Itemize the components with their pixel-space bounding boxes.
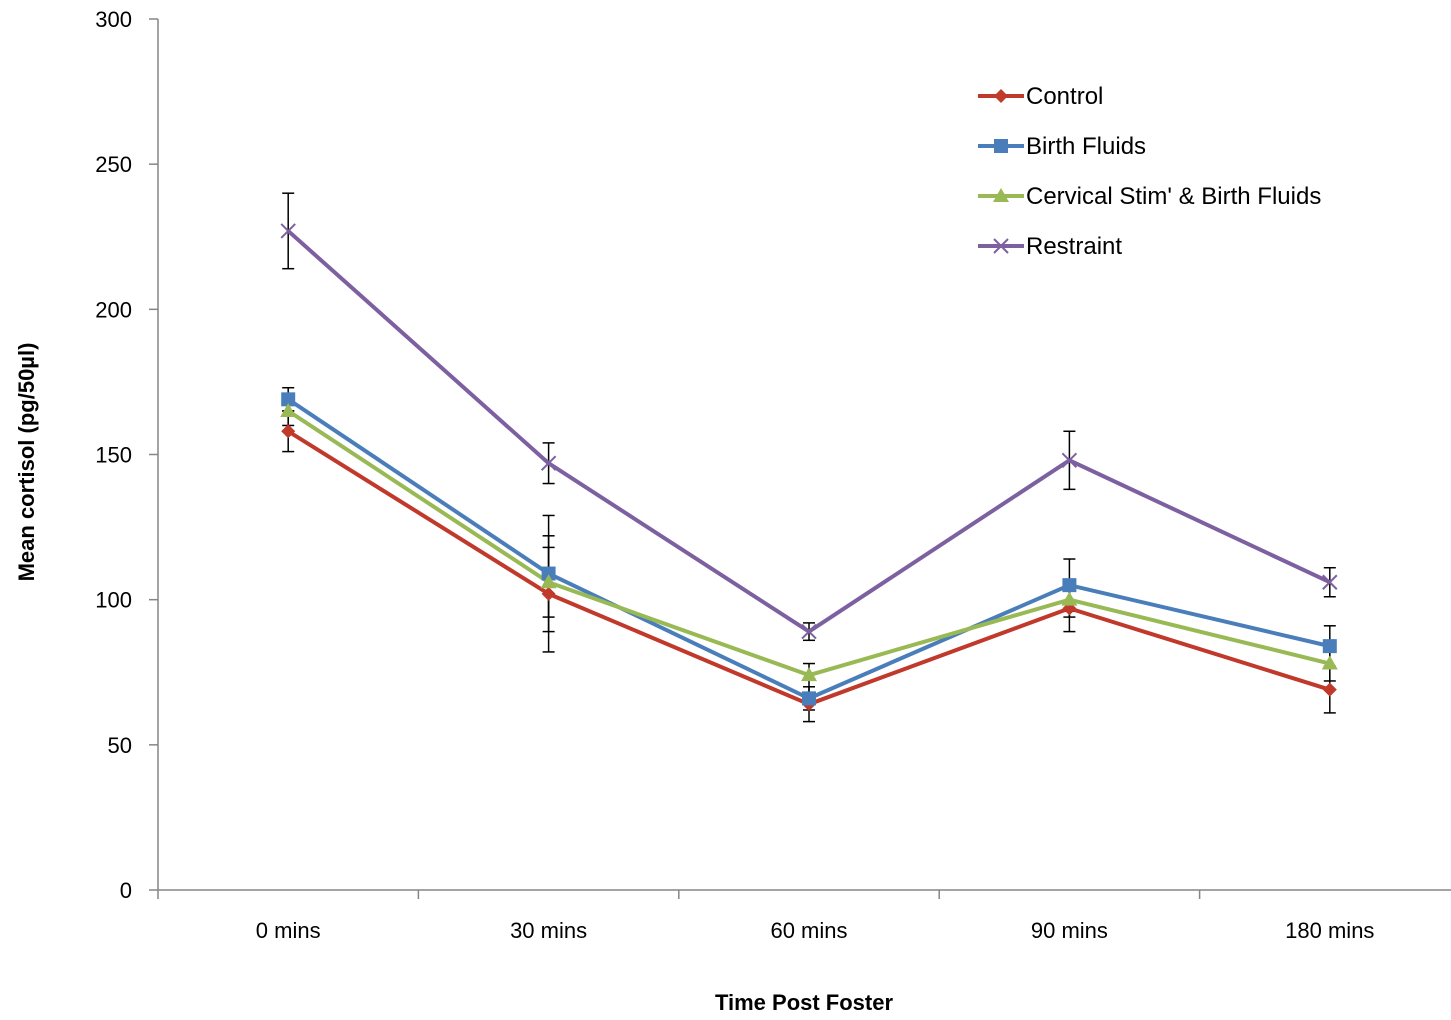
legend-item: Birth Fluids <box>978 133 1146 160</box>
x-marker-stroke <box>280 223 296 239</box>
x-tick-label: 30 mins <box>510 918 587 943</box>
square-marker <box>994 139 1008 153</box>
y-tick-label: 300 <box>95 7 132 32</box>
square-marker <box>1062 578 1077 593</box>
legend-label: Restraint <box>1026 233 1122 260</box>
y-tick-label: 200 <box>95 297 132 322</box>
x-marker <box>1061 452 1078 469</box>
legend-item: Control <box>978 83 1103 110</box>
axes <box>149 18 1451 899</box>
x-marker-stroke <box>540 455 557 471</box>
legend: Control Birth Fluids Cervical Stim' & Birt… <box>978 83 1321 260</box>
diamond-marker <box>994 89 1008 103</box>
x-marker-stroke <box>993 238 1009 254</box>
legend-item: Cervical Stim' & Birth Fluids <box>978 183 1321 210</box>
y-tick-label: 100 <box>95 588 132 613</box>
series-lines <box>286 229 1331 707</box>
triangle-marker <box>280 402 297 417</box>
triangle-marker <box>801 667 817 682</box>
series-markers <box>280 223 1338 712</box>
legend-label: Cervical Stim' & Birth Fluids <box>1026 183 1321 210</box>
x-marker <box>801 623 817 640</box>
y-axis-title: Mean cortisol (pg/50µl) <box>14 343 39 582</box>
y-tick-label: 150 <box>95 443 132 468</box>
square-marker <box>1322 639 1337 654</box>
x-tick-labels: 0 mins 30 mins 60 mins 90 mins 180 mins <box>256 918 1375 943</box>
square-marker <box>281 392 296 407</box>
x-marker <box>1322 574 1338 590</box>
legend-item: Restraint <box>978 233 1122 260</box>
triangle-marker <box>1321 655 1338 670</box>
x-tick-label: 180 mins <box>1285 918 1374 943</box>
x-tick-label: 60 mins <box>770 918 847 943</box>
legend-label: Birth Fluids <box>1026 133 1146 160</box>
x-tick-label: 90 mins <box>1031 918 1108 943</box>
triangle-marker <box>993 188 1009 202</box>
x-marker <box>540 455 557 471</box>
x-marker-stroke <box>801 623 817 640</box>
triangle-marker <box>540 574 557 589</box>
series-line <box>287 397 1331 701</box>
y-tick-label: 250 <box>95 152 132 177</box>
diamond-marker <box>1322 682 1337 697</box>
x-marker <box>280 223 296 239</box>
y-tick-labels: 0 50 100 150 200 250 300 <box>95 7 132 903</box>
x-axis-title: Time Post Foster <box>715 990 894 1015</box>
x-tick-label: 0 mins <box>256 918 321 943</box>
legend-label: Control <box>1026 83 1103 110</box>
x-marker-stroke <box>1322 574 1338 590</box>
square-marker <box>541 566 556 581</box>
x-marker-stroke <box>1061 452 1078 469</box>
diamond-marker <box>541 586 556 601</box>
x-marker <box>993 238 1009 254</box>
triangle-marker <box>1061 591 1078 606</box>
y-tick-label: 0 <box>120 878 132 903</box>
square-marker <box>802 691 816 706</box>
series-line <box>286 229 1331 634</box>
y-tick-label: 50 <box>108 733 132 758</box>
diamond-marker <box>281 424 296 439</box>
